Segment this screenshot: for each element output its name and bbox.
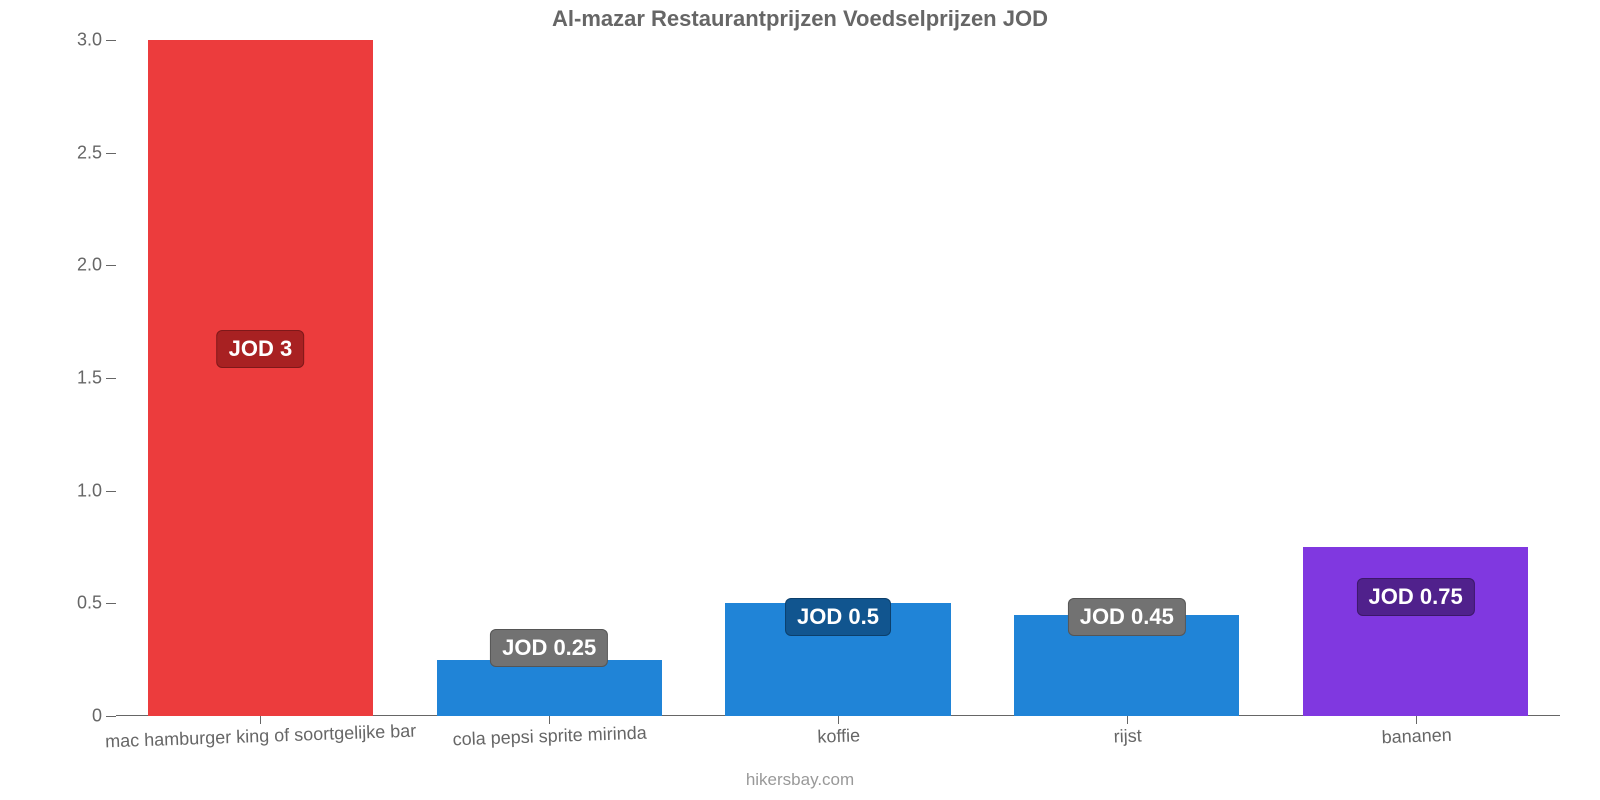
chart-title: Al-mazar Restaurantprijzen Voedselprijze… — [0, 6, 1600, 32]
bar — [148, 40, 373, 716]
attribution-text: hikersbay.com — [0, 770, 1600, 790]
y-tick-label: 1.0 — [77, 480, 116, 501]
plot-area: 00.51.01.52.02.53.0mac hamburger king of… — [116, 40, 1560, 716]
value-badge: JOD 0.25 — [490, 629, 608, 667]
x-tick-label: rijst — [1113, 716, 1142, 748]
x-tick-label: bananen — [1381, 715, 1452, 748]
value-badge: JOD 0.75 — [1357, 578, 1475, 616]
value-badge: JOD 0.45 — [1068, 598, 1186, 636]
y-tick-label: 2.0 — [77, 255, 116, 276]
bar — [437, 660, 662, 716]
x-tick-label: koffie — [817, 715, 861, 747]
y-tick-label: 0.5 — [77, 593, 116, 614]
y-tick-label: 1.5 — [77, 368, 116, 389]
x-tick-label: mac hamburger king of soortgelijke bar — [105, 711, 417, 753]
value-badge: JOD 0.5 — [785, 598, 891, 636]
x-tick-label: cola pepsi sprite mirinda — [452, 713, 647, 751]
y-tick-label: 3.0 — [77, 30, 116, 51]
y-tick-label: 2.5 — [77, 142, 116, 163]
bar — [1303, 547, 1528, 716]
value-badge: JOD 3 — [217, 330, 305, 368]
